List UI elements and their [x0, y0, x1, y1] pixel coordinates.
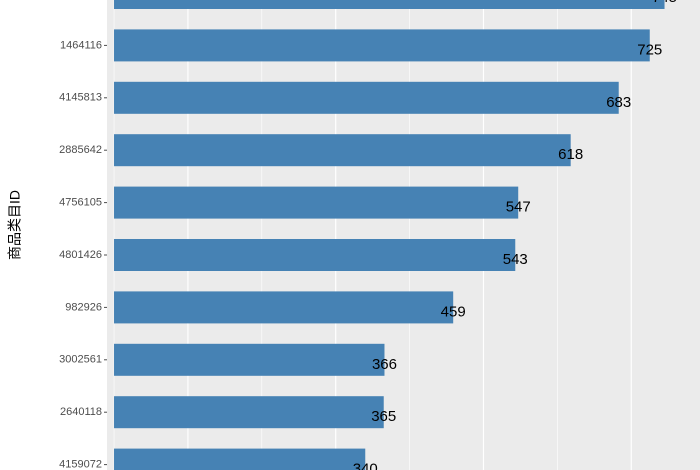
y-tick-label: 2640118 [60, 406, 102, 418]
y-tick-label: 1464116 [60, 39, 102, 51]
y-axis-title: 商品类目ID [7, 190, 23, 260]
y-tick-label: 982926 [65, 301, 102, 313]
bar [114, 186, 519, 219]
value-label: 340 [353, 461, 378, 470]
y-tick-label: 3002561 [59, 354, 102, 366]
value-label: 366 [372, 356, 397, 373]
bar [114, 291, 454, 324]
value-label: 618 [558, 146, 583, 163]
y-tick-label: 4159072 [59, 459, 102, 470]
value-label: 683 [606, 94, 631, 111]
panel [107, 0, 700, 470]
value-label: 543 [503, 251, 528, 268]
bar [114, 29, 650, 62]
y-tick-label: 4145813 [59, 92, 102, 104]
y-tick-label: 4756105 [59, 197, 102, 209]
value-label: 745 [652, 0, 677, 6]
value-label: 459 [441, 303, 466, 320]
bar [114, 0, 665, 9]
bar [114, 396, 384, 429]
y-tick-label: 2885642 [59, 144, 102, 156]
bar [114, 448, 366, 470]
value-label: 547 [506, 199, 531, 216]
bar [114, 81, 619, 114]
bar [114, 134, 571, 167]
bar [114, 239, 516, 271]
value-label: 725 [637, 41, 662, 58]
value-label: 365 [371, 408, 396, 425]
bar [114, 343, 385, 376]
y-tick-label: 4801426 [59, 249, 102, 261]
